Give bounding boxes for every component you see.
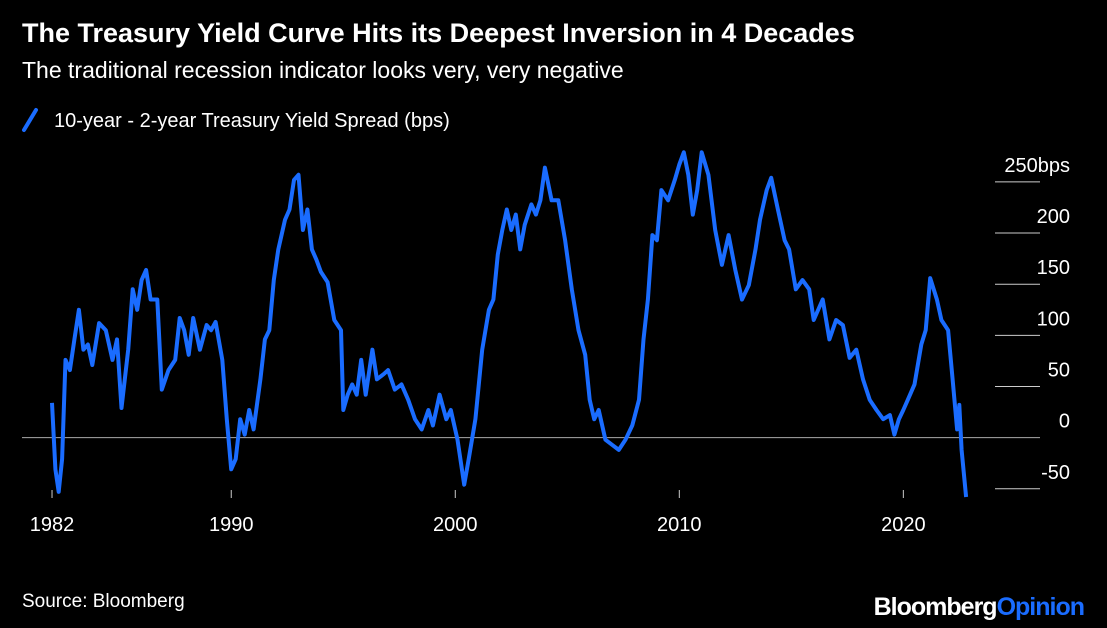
branding: BloombergOpinion: [874, 593, 1084, 621]
x-tick-label: 2020: [881, 514, 926, 536]
y-tick-label: 50: [1048, 359, 1070, 381]
x-tick-label: 2000: [433, 514, 478, 536]
source: Source: Bloomberg: [22, 591, 185, 612]
y-tick-label: 150: [1037, 257, 1070, 279]
x-tick-label: 1982: [30, 514, 75, 536]
brand-section: Opinion: [997, 593, 1084, 621]
chart-subtitle: The traditional recession indicator look…: [22, 57, 624, 83]
chart-title: The Treasury Yield Curve Hits its Deepes…: [22, 18, 855, 48]
y-tick-label: 250bps: [1004, 155, 1070, 177]
brand-name: Bloomberg: [874, 593, 997, 621]
y-tick-label: -50: [1041, 462, 1070, 484]
legend-label: 10-year - 2-year Treasury Yield Spread (…: [54, 110, 450, 132]
series-line: [50, 150, 969, 498]
y-tick-label: 200: [1037, 206, 1070, 228]
legend-swatch: [22, 108, 38, 132]
x-tick-label: 1990: [209, 514, 254, 536]
y-tick-label: 100: [1037, 308, 1070, 330]
y-tick-label: 0: [1059, 411, 1070, 433]
x-tick-label: 2010: [657, 514, 702, 536]
